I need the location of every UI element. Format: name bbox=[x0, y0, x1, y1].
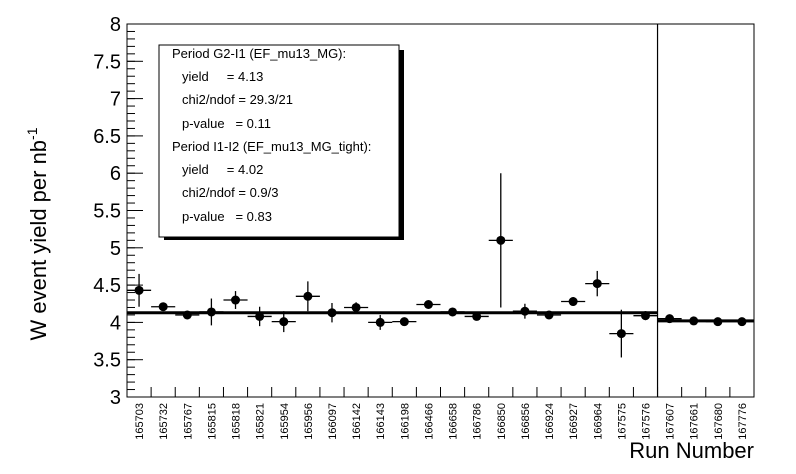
x-category-label: 167680 bbox=[713, 403, 725, 440]
data-point bbox=[182, 310, 192, 320]
x-category-label: 167575 bbox=[616, 403, 628, 440]
y-tick-label: 4.5 bbox=[93, 275, 121, 297]
x-category-label: 166466 bbox=[423, 403, 435, 440]
data-point bbox=[158, 302, 168, 312]
data-point bbox=[279, 317, 289, 327]
x-category-label: 167661 bbox=[689, 403, 701, 440]
legend-line-chi2-1: chi2/ndof = 29.3/21 bbox=[182, 92, 293, 107]
data-point bbox=[737, 317, 747, 327]
x-category-label: 165815 bbox=[206, 403, 218, 440]
y-tick-label: 5 bbox=[110, 238, 121, 260]
x-category-label: 165767 bbox=[182, 403, 194, 440]
legend-line-period1: Period G2-I1 (EF_mu13_MG): bbox=[172, 46, 346, 61]
x-category-label: 165818 bbox=[231, 403, 243, 440]
data-point bbox=[689, 316, 699, 326]
y-axis-title-main: W event yield per nb bbox=[26, 140, 51, 341]
legend-line-pvalue1: p-value = 0.11 bbox=[182, 116, 271, 131]
data-point bbox=[520, 306, 530, 316]
x-category-label: 165703 bbox=[134, 403, 146, 440]
legend-line-chi2-2: chi2/ndof = 0.9/3 bbox=[182, 185, 279, 200]
y-tick-label: 5.5 bbox=[93, 201, 121, 223]
y-axis-title-text: W event yield per nb-1 bbox=[24, 127, 51, 340]
x-category-label: 166927 bbox=[568, 403, 580, 440]
fit-legend: Period G2-I1 (EF_mu13_MG): yield = 4.13 … bbox=[158, 44, 404, 240]
y-tick-label: 6 bbox=[110, 163, 121, 185]
data-point bbox=[472, 311, 482, 321]
x-category-label: 165954 bbox=[279, 403, 291, 440]
x-category-label: 165732 bbox=[158, 403, 170, 440]
data-point bbox=[448, 307, 458, 317]
x-category-label: 166142 bbox=[351, 403, 363, 440]
x-category-label: 167607 bbox=[665, 403, 677, 440]
data-point bbox=[303, 291, 313, 301]
axis-ticks: 3 3.5 4 4.5 5 5.5 6 6.5 7 7.5 8 165703 165732 165767 1… bbox=[93, 14, 755, 440]
data-point bbox=[568, 297, 578, 307]
data-point bbox=[544, 310, 554, 320]
data-point bbox=[616, 329, 626, 339]
x-axis-title: Run Number bbox=[629, 438, 754, 463]
y-tick-label: 3.5 bbox=[93, 350, 121, 372]
x-category-label: 166964 bbox=[592, 403, 604, 440]
data-point bbox=[134, 285, 144, 295]
y-axis-title-exponent: -1 bbox=[24, 127, 40, 140]
legend-line-period2: Period I1-I2 (EF_mu13_MG_tight): bbox=[172, 139, 371, 154]
x-category-label: 166097 bbox=[327, 403, 339, 440]
data-point bbox=[206, 307, 216, 317]
legend-line-yield2: yield = 4.02 bbox=[182, 162, 263, 177]
data-point bbox=[496, 235, 506, 245]
y-axis-title: W event yield per nb-1 bbox=[24, 127, 51, 340]
x-category-label: 167776 bbox=[737, 403, 749, 440]
y-tick-label: 8 bbox=[110, 14, 121, 36]
legend-line-pvalue2: p-value = 0.83 bbox=[182, 209, 272, 224]
x-category-label: 166786 bbox=[472, 403, 484, 440]
x-category-label: 166850 bbox=[496, 403, 508, 440]
data-point bbox=[351, 302, 361, 312]
data-point bbox=[375, 317, 385, 327]
data-point bbox=[713, 317, 723, 327]
data-point bbox=[423, 299, 433, 309]
data-series bbox=[127, 24, 754, 397]
data-point bbox=[665, 314, 675, 324]
data-point bbox=[640, 311, 650, 321]
x-category-label: 166856 bbox=[520, 403, 532, 440]
y-tick-label: 3 bbox=[110, 387, 121, 409]
y-tick-label: 4 bbox=[110, 312, 121, 334]
y-tick-label: 7 bbox=[110, 89, 121, 111]
x-category-label: 165821 bbox=[255, 403, 267, 440]
x-category-label: 166658 bbox=[448, 403, 460, 440]
data-point bbox=[255, 311, 265, 321]
data-point bbox=[231, 295, 241, 305]
y-tick-label: 7.5 bbox=[93, 51, 121, 73]
legend-box bbox=[158, 44, 400, 238]
x-category-label: 167576 bbox=[640, 403, 652, 440]
data-point bbox=[592, 279, 602, 289]
data-point bbox=[399, 317, 409, 327]
x-category-label: 166924 bbox=[544, 403, 556, 440]
x-category-label: 165956 bbox=[303, 403, 315, 440]
y-tick-label: 6.5 bbox=[93, 126, 121, 148]
data-point bbox=[327, 308, 337, 318]
x-category-label: 166198 bbox=[399, 403, 411, 440]
x-category-label: 166143 bbox=[375, 403, 387, 440]
legend-line-yield1: yield = 4.13 bbox=[182, 69, 263, 84]
